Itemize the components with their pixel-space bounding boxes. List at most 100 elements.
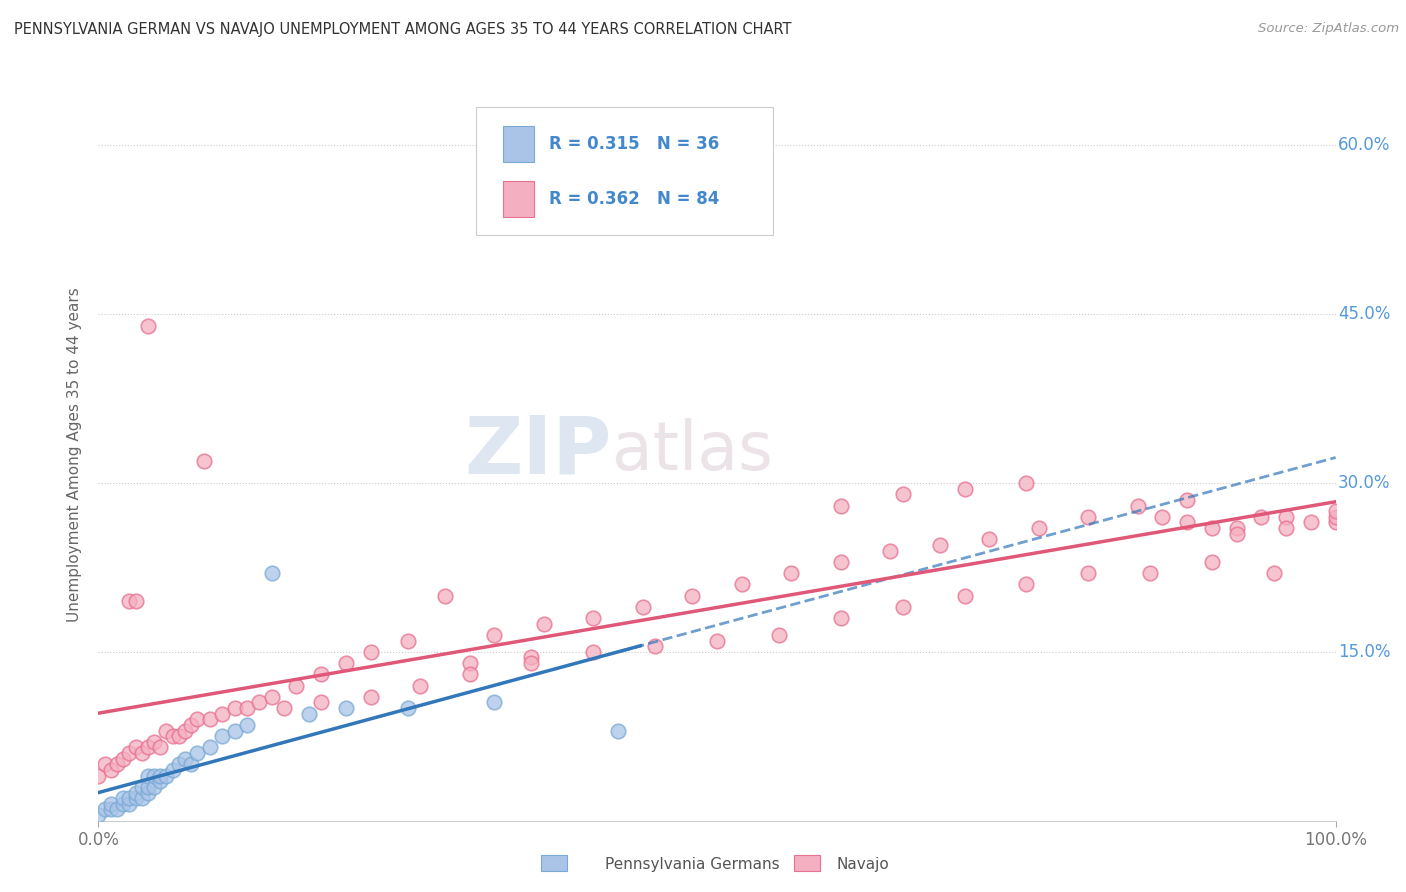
Point xyxy=(644,639,666,653)
Point xyxy=(118,746,141,760)
Point xyxy=(681,589,703,603)
Bar xyxy=(503,181,534,218)
Point xyxy=(1175,516,1198,530)
Text: R = 0.315   N = 36: R = 0.315 N = 36 xyxy=(548,135,718,153)
Point xyxy=(260,690,283,704)
Text: atlas: atlas xyxy=(612,418,773,484)
Point xyxy=(830,499,852,513)
Y-axis label: Unemployment Among Ages 35 to 44 years: Unemployment Among Ages 35 to 44 years xyxy=(67,287,83,623)
Point xyxy=(118,797,141,811)
Text: 15.0%: 15.0% xyxy=(1339,643,1391,661)
Point xyxy=(87,769,110,783)
Point xyxy=(582,611,605,625)
Point xyxy=(247,696,270,710)
Point xyxy=(285,679,308,693)
Point xyxy=(309,667,332,681)
Point xyxy=(211,706,233,721)
Point xyxy=(180,757,202,772)
Point xyxy=(162,729,184,743)
Point xyxy=(1324,516,1347,530)
Point xyxy=(1028,521,1050,535)
Point xyxy=(105,757,128,772)
Point xyxy=(260,566,283,580)
Point xyxy=(780,566,803,580)
Point xyxy=(607,723,630,738)
Point xyxy=(1226,526,1249,541)
Point xyxy=(1250,509,1272,524)
Text: ZIP: ZIP xyxy=(464,412,612,491)
Point xyxy=(136,769,159,783)
Point xyxy=(1015,476,1038,491)
Point xyxy=(1275,521,1298,535)
Point xyxy=(198,740,221,755)
Point xyxy=(1139,566,1161,580)
Point xyxy=(131,791,153,805)
Point xyxy=(1324,504,1347,518)
Point xyxy=(93,757,115,772)
Point xyxy=(131,746,153,760)
Point xyxy=(1015,577,1038,591)
Point xyxy=(458,667,481,681)
Point xyxy=(520,650,543,665)
Point xyxy=(236,701,259,715)
Point xyxy=(520,656,543,670)
Point xyxy=(706,633,728,648)
Point xyxy=(768,628,790,642)
Point xyxy=(112,791,135,805)
Point xyxy=(93,802,115,816)
Point xyxy=(136,785,159,799)
Point xyxy=(224,701,246,715)
Text: 30.0%: 30.0% xyxy=(1339,474,1391,492)
Point xyxy=(211,729,233,743)
Point xyxy=(149,769,172,783)
Point xyxy=(1201,555,1223,569)
Point xyxy=(186,746,208,760)
Point xyxy=(1152,509,1174,524)
Point xyxy=(533,616,555,631)
Point xyxy=(1126,499,1149,513)
Point xyxy=(953,589,976,603)
Point xyxy=(124,740,146,755)
Point xyxy=(143,769,166,783)
Point xyxy=(186,712,208,726)
Point xyxy=(131,780,153,794)
Point xyxy=(87,808,110,822)
FancyBboxPatch shape xyxy=(475,108,773,235)
Point xyxy=(298,706,321,721)
Point xyxy=(136,780,159,794)
Point xyxy=(198,712,221,726)
Point xyxy=(396,701,419,715)
Text: 45.0%: 45.0% xyxy=(1339,305,1391,323)
Point xyxy=(1263,566,1285,580)
Text: Navajo: Navajo xyxy=(837,857,890,872)
Point xyxy=(174,723,197,738)
Point xyxy=(309,696,332,710)
Point xyxy=(891,599,914,614)
Point xyxy=(105,802,128,816)
Point xyxy=(143,735,166,749)
Point xyxy=(1275,509,1298,524)
Point xyxy=(1201,521,1223,535)
Point xyxy=(100,797,122,811)
Point xyxy=(1175,492,1198,507)
Point xyxy=(631,599,654,614)
Point xyxy=(149,740,172,755)
Text: Pennsylvania Germans: Pennsylvania Germans xyxy=(605,857,779,872)
Point xyxy=(236,718,259,732)
Point xyxy=(879,543,901,558)
Point xyxy=(1077,509,1099,524)
Point xyxy=(335,656,357,670)
Point xyxy=(155,769,177,783)
Point xyxy=(458,656,481,670)
Point xyxy=(1299,516,1322,530)
Point xyxy=(162,763,184,777)
Point xyxy=(124,791,146,805)
Point xyxy=(1226,521,1249,535)
Point xyxy=(1077,566,1099,580)
Point xyxy=(731,577,754,591)
Text: PENNSYLVANIA GERMAN VS NAVAJO UNEMPLOYMENT AMONG AGES 35 TO 44 YEARS CORRELATION: PENNSYLVANIA GERMAN VS NAVAJO UNEMPLOYME… xyxy=(14,22,792,37)
Point xyxy=(928,538,950,552)
Point xyxy=(830,611,852,625)
Point xyxy=(143,780,166,794)
Bar xyxy=(503,126,534,162)
